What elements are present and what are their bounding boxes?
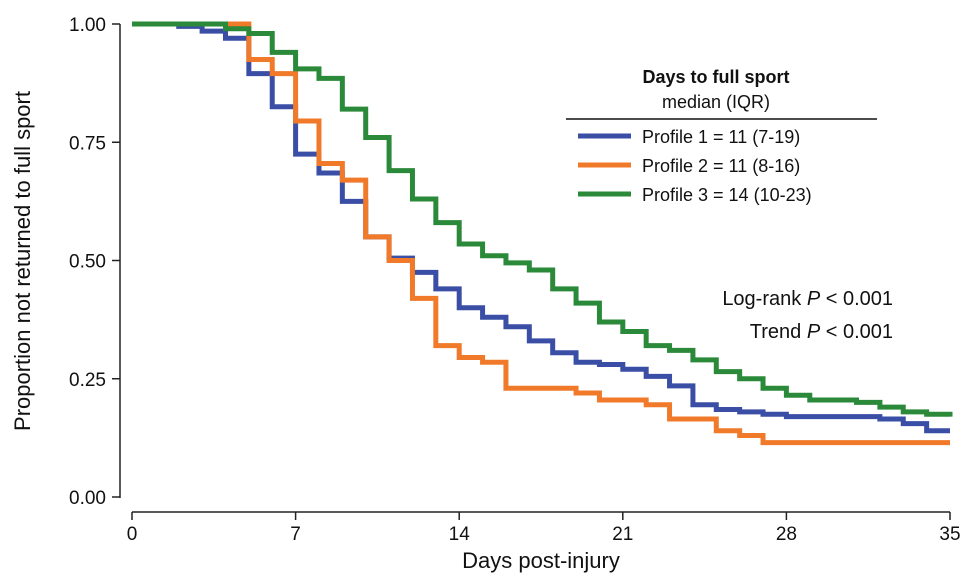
- legend: Days to full sport median (IQR) Profile …: [566, 67, 877, 205]
- series-lines: [132, 21, 953, 446]
- legend-label-profile-2: Profile 2 = 11 (8-16): [642, 156, 800, 176]
- legend-label-profile-3: Profile 3 = 14 (10-23): [642, 185, 812, 205]
- x-axis-title: Days post-injury: [462, 548, 620, 573]
- y-tick-label: 0.25: [69, 370, 106, 391]
- series-line-profile-2: [132, 21, 950, 446]
- y-tick-label: 0.75: [69, 133, 106, 154]
- legend-subtitle: median (IQR): [662, 92, 770, 112]
- x-tick-label: 7: [290, 524, 301, 545]
- annotation-2: Trend P < 0.001: [750, 321, 893, 343]
- y-tick-label: 1.00: [69, 15, 106, 36]
- series-line-profile-1: [132, 21, 950, 434]
- x-ticks: 0 7 14 21 28 35: [127, 512, 961, 545]
- legend-title: Days to full sport: [642, 67, 789, 87]
- legend-entries: Profile 1 = 11 (7-19) Profile 2 = 11 (8-1…: [578, 127, 812, 205]
- y-ticks: 0.00 0.25 0.50 0.75 1.00: [69, 15, 120, 509]
- x-tick-label: 21: [612, 524, 633, 545]
- x-tick-label: 35: [939, 524, 960, 545]
- legend-label-profile-1: Profile 1 = 11 (7-19): [642, 127, 800, 147]
- annotation-1: Log-rank P < 0.001: [722, 288, 893, 310]
- x-tick-label: 14: [449, 524, 471, 545]
- annotations: Log-rank P < 0.001 Trend P < 0.001: [722, 288, 893, 343]
- x-tick-label: 0: [127, 524, 138, 545]
- y-tick-label: 0.50: [69, 252, 106, 273]
- y-axis-title: Proportion not returned to full sport: [10, 91, 35, 431]
- series-line-profile-3: [132, 21, 953, 417]
- x-tick-label: 28: [776, 524, 797, 545]
- y-tick-label: 0.00: [69, 488, 106, 509]
